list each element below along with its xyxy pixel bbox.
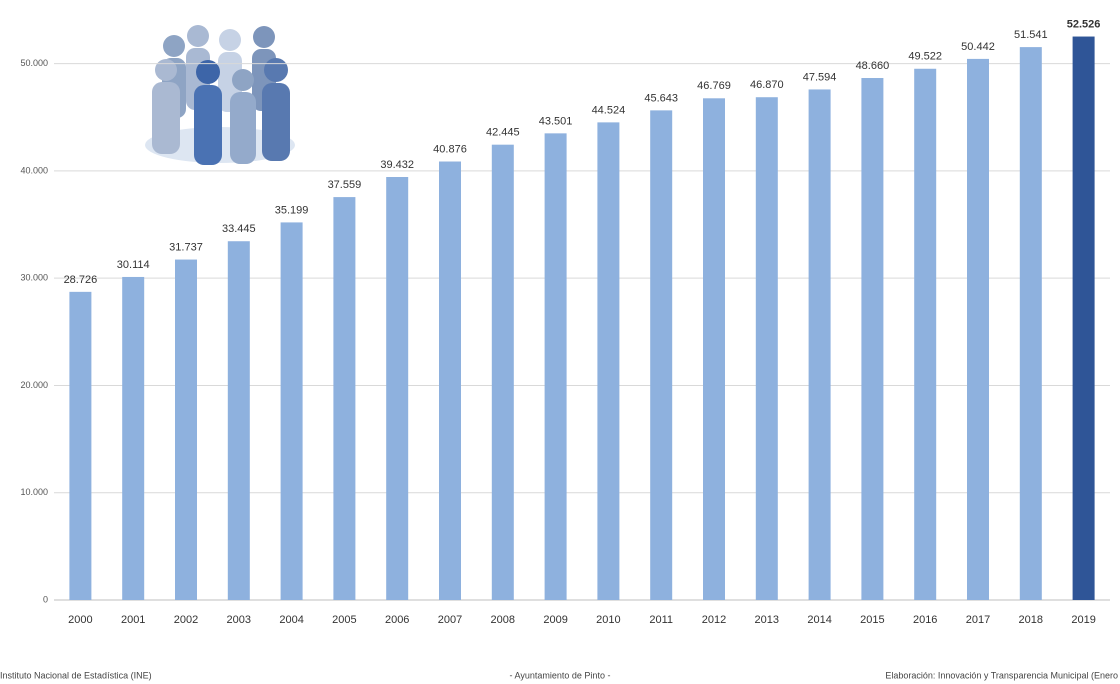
y-tick-label: 20.000 [20,380,48,390]
x-tick-label: 2006 [385,614,409,626]
x-tick-label: 2018 [1019,614,1043,626]
y-tick-label: 10.000 [20,487,48,497]
x-tick-label: 2009 [543,614,567,626]
x-tick-label: 2017 [966,614,990,626]
x-tick-label: 2000 [68,614,92,626]
value-label: 33.445 [222,223,256,235]
value-label: 46.870 [750,79,784,91]
value-label: 52.526 [1067,18,1101,30]
people-icon [145,25,295,165]
x-tick-label: 2004 [279,614,303,626]
x-tick-label: 2016 [913,614,937,626]
value-label: 48.660 [856,60,890,72]
y-tick-label: 30.000 [20,273,48,283]
x-tick-label: 2019 [1071,614,1095,626]
x-tick-label: 2014 [807,614,831,626]
value-label: 30.114 [117,259,150,271]
x-tick-label: 2005 [332,614,356,626]
bar [333,197,356,600]
value-label: 39.432 [380,159,414,171]
bar [122,276,145,600]
value-label: 31.737 [169,241,203,253]
bar [69,291,92,600]
value-label: 50.442 [961,41,995,53]
value-label: 35.199 [275,204,309,216]
value-label: 46.769 [697,80,731,92]
value-label: 43.501 [539,115,573,127]
value-label: 28.726 [64,274,98,286]
value-label: 51.541 [1014,29,1048,41]
bar [597,122,620,600]
center-note: - Ayuntamiento de Pinto - [510,670,611,680]
bar [1019,47,1042,600]
x-tick-label: 2003 [227,614,251,626]
value-label: 42.445 [486,127,520,139]
bar [491,144,514,600]
x-tick-label: 2002 [174,614,198,626]
bar [755,97,778,600]
bar [703,98,725,601]
bar [650,110,673,600]
value-label: 45.643 [644,92,678,104]
y-tick-label: 50.000 [20,58,48,68]
bar [861,78,884,600]
bar [439,161,461,600]
x-tick-label: 2010 [596,614,620,626]
y-tick-label: 0 [43,594,48,604]
bar [227,241,250,600]
bar [1072,36,1095,601]
x-tick-label: 2007 [438,614,462,626]
value-label: 47.594 [803,71,837,83]
value-label: 37.559 [328,179,362,191]
x-tick-label: 2008 [491,614,515,626]
x-tick-label: 2001 [121,614,145,626]
x-tick-label: 2013 [755,614,779,626]
x-tick-label: 2015 [860,614,884,626]
bar [544,133,567,600]
value-label: 49.522 [908,51,942,63]
source-note: Instituto Nacional de Estadística (INE) [0,670,152,680]
x-tick-label: 2011 [649,614,673,626]
bar [967,58,989,601]
credit-note: Elaboración: Innovación y Transparencia … [885,670,1118,680]
y-tick-label: 40.000 [20,165,48,175]
bar [175,259,197,600]
bar [386,177,409,600]
value-label: 44.524 [592,104,626,116]
bar [280,222,303,601]
bar [914,68,937,601]
bar [808,89,831,601]
x-tick-label: 2012 [702,614,726,626]
value-label: 40.876 [433,143,467,155]
